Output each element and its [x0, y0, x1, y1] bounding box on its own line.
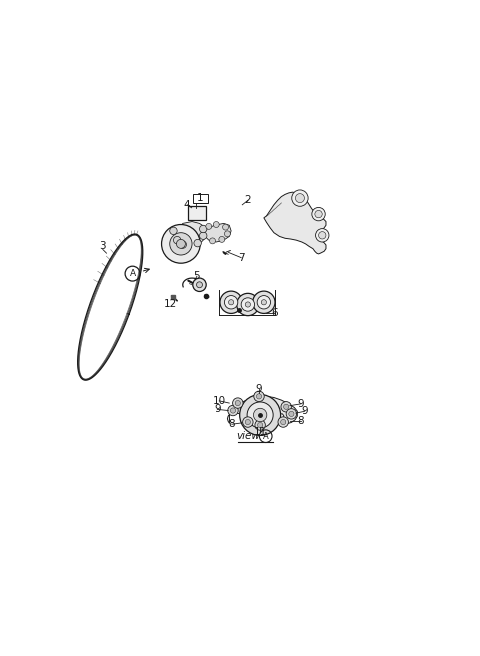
- Circle shape: [245, 302, 251, 307]
- Text: 1: 1: [197, 194, 204, 203]
- Circle shape: [219, 236, 225, 242]
- Circle shape: [228, 405, 238, 416]
- Circle shape: [278, 417, 288, 427]
- Circle shape: [245, 419, 251, 424]
- Circle shape: [240, 394, 281, 436]
- Text: 10: 10: [213, 396, 226, 406]
- Circle shape: [200, 232, 207, 239]
- Text: 9: 9: [298, 399, 304, 409]
- Text: 8: 8: [228, 419, 235, 429]
- Circle shape: [230, 408, 236, 413]
- Circle shape: [206, 224, 212, 230]
- Circle shape: [255, 420, 265, 430]
- Circle shape: [254, 391, 264, 401]
- Circle shape: [292, 190, 308, 206]
- Polygon shape: [228, 396, 297, 424]
- Text: 6: 6: [272, 308, 278, 318]
- Circle shape: [220, 291, 242, 314]
- Text: 5: 5: [193, 271, 200, 281]
- Text: 12: 12: [164, 300, 178, 310]
- Circle shape: [228, 300, 234, 305]
- Circle shape: [256, 394, 262, 399]
- Circle shape: [225, 296, 238, 309]
- Circle shape: [233, 398, 243, 408]
- Circle shape: [173, 236, 181, 244]
- Circle shape: [241, 298, 254, 311]
- Circle shape: [315, 211, 322, 218]
- Circle shape: [284, 404, 289, 409]
- Circle shape: [210, 238, 216, 244]
- Circle shape: [295, 194, 304, 203]
- Circle shape: [252, 291, 275, 314]
- Text: 9: 9: [256, 384, 263, 394]
- Circle shape: [261, 300, 266, 305]
- Circle shape: [312, 207, 325, 221]
- Circle shape: [213, 222, 219, 228]
- Text: A: A: [263, 432, 269, 441]
- Circle shape: [286, 409, 297, 419]
- Circle shape: [315, 228, 329, 242]
- Circle shape: [225, 231, 230, 237]
- Text: 11: 11: [253, 428, 267, 438]
- Circle shape: [193, 278, 206, 291]
- Polygon shape: [173, 222, 207, 246]
- Circle shape: [258, 422, 263, 428]
- Circle shape: [223, 224, 228, 230]
- Circle shape: [170, 233, 192, 255]
- Circle shape: [319, 232, 326, 239]
- Circle shape: [194, 239, 202, 247]
- Text: view: view: [237, 431, 261, 441]
- Circle shape: [179, 241, 186, 249]
- Circle shape: [243, 417, 253, 427]
- Circle shape: [289, 411, 294, 417]
- Circle shape: [170, 227, 177, 235]
- Circle shape: [281, 401, 291, 412]
- Text: A: A: [130, 269, 136, 278]
- Text: 3: 3: [99, 241, 106, 251]
- Circle shape: [200, 225, 207, 233]
- Circle shape: [253, 408, 267, 422]
- Text: 9: 9: [214, 404, 221, 415]
- Text: 4: 4: [184, 200, 191, 210]
- Text: 7: 7: [238, 253, 244, 262]
- Polygon shape: [202, 224, 231, 242]
- Circle shape: [257, 296, 271, 309]
- Circle shape: [247, 402, 273, 428]
- Text: 8: 8: [298, 417, 304, 426]
- Bar: [188, 205, 206, 220]
- Circle shape: [237, 293, 259, 316]
- Text: 9: 9: [301, 406, 308, 417]
- Circle shape: [196, 282, 203, 288]
- Text: 2: 2: [244, 195, 251, 205]
- Polygon shape: [264, 192, 326, 254]
- Circle shape: [177, 239, 185, 249]
- Circle shape: [235, 400, 240, 405]
- Circle shape: [162, 224, 200, 263]
- Circle shape: [281, 419, 286, 424]
